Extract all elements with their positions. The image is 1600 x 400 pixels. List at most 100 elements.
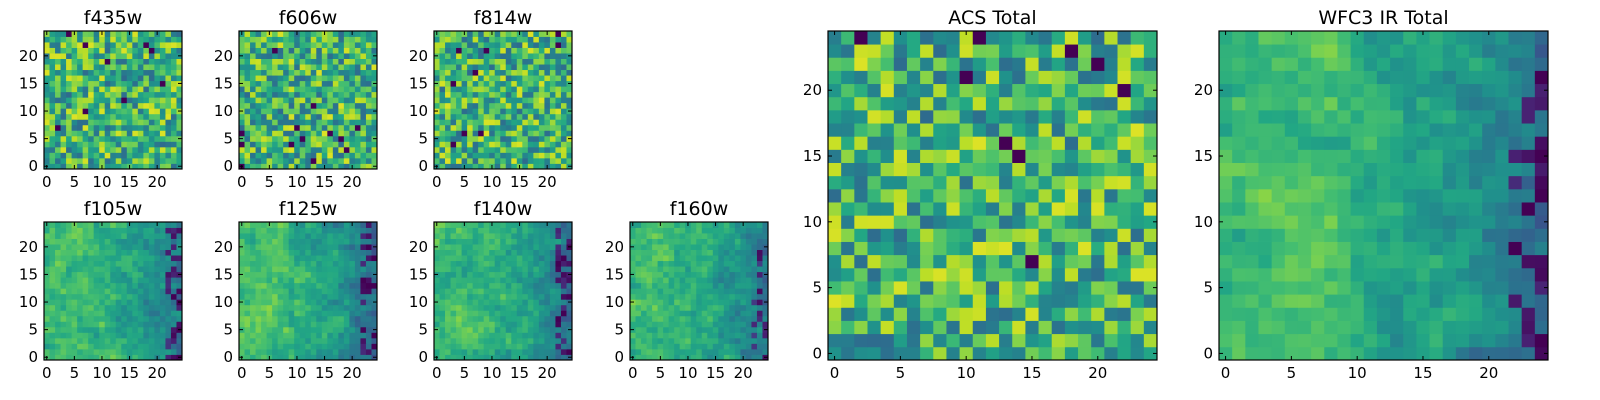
heatmap-cell	[690, 299, 697, 306]
heatmap-cell	[170, 69, 177, 76]
heatmap-cell	[288, 337, 295, 344]
heatmap-cell	[170, 97, 177, 104]
heatmap-cell	[338, 310, 345, 317]
heatmap-cell	[999, 294, 1013, 308]
heatmap-cell	[489, 42, 496, 48]
heatmap-cell	[277, 113, 284, 120]
heatmap-cell	[527, 102, 534, 109]
heatmap-cell	[272, 332, 279, 339]
heatmap-cell	[472, 64, 479, 71]
heatmap-cell	[756, 260, 763, 267]
x-tick-label: 10	[287, 173, 306, 191]
heatmap-cell	[544, 69, 551, 76]
heatmap-cell	[176, 348, 183, 355]
heatmap-cell	[365, 130, 372, 137]
heatmap-cell	[77, 222, 84, 228]
heatmap-cell	[266, 146, 273, 153]
heatmap-cell	[1104, 188, 1118, 203]
heatmap-cell	[1051, 162, 1066, 177]
heatmap-cell	[668, 332, 675, 339]
heatmap-cell	[143, 293, 150, 300]
heatmap-cell	[327, 97, 334, 104]
heatmap-cell	[159, 233, 166, 239]
heatmap-cell	[154, 266, 161, 273]
heatmap-cell	[434, 86, 440, 93]
heatmap-cell	[461, 332, 468, 339]
heatmap-cell	[533, 304, 540, 311]
heatmap-cell	[371, 255, 378, 262]
heatmap-cell	[516, 332, 523, 339]
heatmap-cell	[906, 241, 921, 256]
heatmap-cell	[450, 42, 457, 48]
x-tick-label: 20	[148, 173, 167, 191]
heatmap-cell	[261, 304, 267, 311]
heatmap-cell	[338, 53, 345, 59]
heatmap-cell	[137, 299, 144, 306]
heatmap-cell	[533, 277, 540, 284]
heatmap-cell	[343, 86, 350, 93]
heatmap-cell	[505, 80, 512, 87]
heatmap-cell	[55, 31, 61, 37]
heatmap-cell	[250, 53, 256, 59]
heatmap-cell	[261, 86, 267, 93]
heatmap-cell	[712, 288, 719, 295]
heatmap-cell	[566, 260, 573, 267]
heatmap-cell	[121, 108, 128, 115]
heatmap-cell	[511, 42, 518, 48]
heatmap-cell	[55, 260, 61, 267]
heatmap-cell	[920, 307, 934, 321]
heatmap-cell	[522, 227, 529, 234]
heatmap-cell	[239, 310, 245, 317]
heatmap-cell	[343, 163, 350, 170]
heatmap-cell	[332, 75, 339, 82]
heatmap-cell	[176, 36, 183, 43]
heatmap-cell	[434, 288, 440, 295]
heatmap-cell	[483, 348, 490, 355]
heatmap-cell	[170, 332, 177, 339]
heatmap-cell	[635, 299, 642, 306]
heatmap-cell	[132, 102, 139, 109]
heatmap-cell	[266, 249, 273, 256]
heatmap-cell	[756, 244, 763, 250]
heatmap-cell	[668, 321, 675, 328]
heatmap-cell	[272, 141, 279, 148]
heatmap-cell	[88, 299, 95, 306]
heatmap-cell	[305, 42, 312, 48]
heatmap-cell	[55, 69, 61, 76]
heatmap-cell	[266, 157, 273, 164]
heatmap-cell	[467, 293, 474, 300]
heatmap-cell	[522, 282, 529, 289]
heatmap-cell	[555, 47, 562, 54]
heatmap-cell	[1078, 228, 1092, 242]
heatmap-cell	[332, 157, 339, 164]
heatmap-cell	[316, 119, 323, 126]
heatmap-cell	[555, 348, 562, 355]
heatmap-cell	[679, 299, 686, 306]
heatmap-cell	[121, 31, 128, 37]
heatmap-cell	[707, 255, 714, 262]
heatmap-cell	[841, 307, 855, 321]
heatmap-cell	[880, 188, 895, 203]
heatmap-cell	[729, 326, 736, 333]
heatmap-cell	[354, 97, 361, 104]
heatmap-cell	[137, 80, 144, 87]
heatmap-cell	[696, 288, 703, 295]
heatmap-cell	[745, 238, 752, 245]
heatmap-cell	[49, 354, 56, 361]
heatmap-cell	[60, 113, 67, 120]
heatmap-cell	[294, 157, 301, 164]
heatmap-cell	[294, 80, 301, 87]
heatmap-cell	[148, 53, 155, 59]
heatmap-cell	[679, 233, 686, 239]
heatmap-cell	[527, 86, 534, 93]
heatmap-cell	[338, 135, 345, 142]
heatmap-cell	[261, 64, 267, 71]
heatmap-cell	[71, 152, 78, 159]
heatmap-cell	[66, 310, 72, 317]
heatmap-cell	[316, 277, 323, 284]
heatmap-cell	[450, 337, 457, 344]
heatmap-cell	[483, 86, 490, 93]
heatmap-cell	[148, 255, 155, 262]
heatmap-cell	[1064, 228, 1079, 242]
heatmap-cell	[533, 64, 540, 71]
